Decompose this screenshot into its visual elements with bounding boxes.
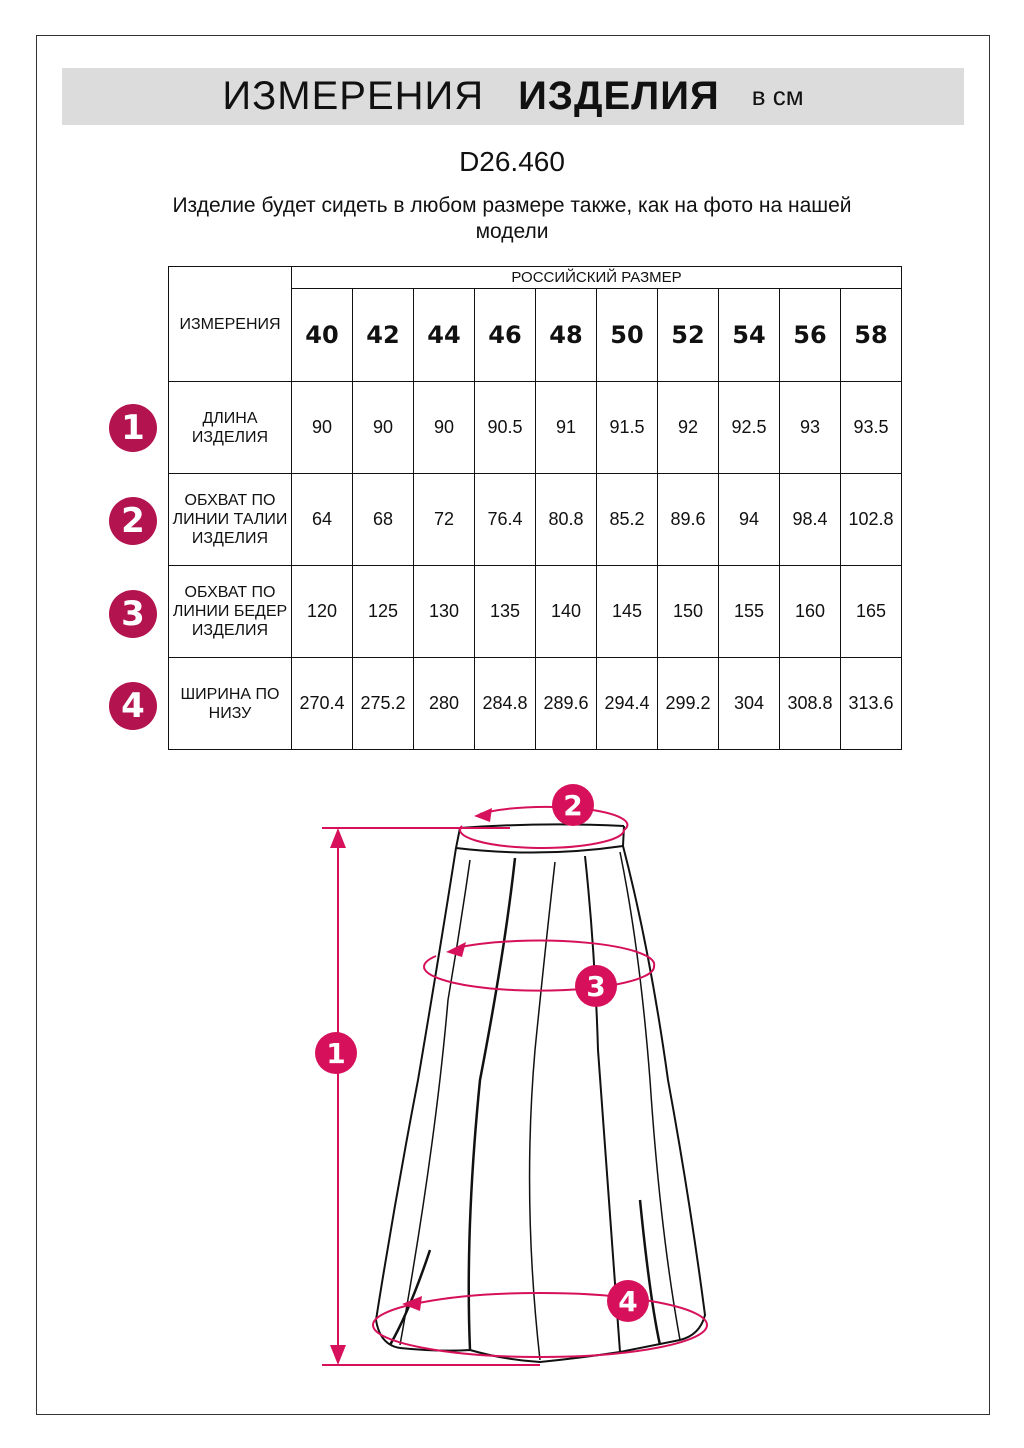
table-cell: 91 — [535, 381, 597, 474]
table-cell: 304 — [718, 657, 780, 750]
size-header: 50 — [596, 288, 658, 382]
svg-text:3: 3 — [586, 970, 605, 1003]
table-cell: 98.4 — [779, 473, 841, 566]
table-cell: 155 — [718, 565, 780, 658]
table-cell: 102.8 — [840, 473, 902, 566]
svg-text:1: 1 — [326, 1037, 345, 1070]
size-header: 46 — [474, 288, 536, 382]
table-cell: 89.6 — [657, 473, 719, 566]
table-row: ОБХВАТ ПО ЛИНИИ ТАЛИИ ИЗДЕЛИЯ 64 68 72 76.4 8… — [168, 473, 902, 566]
svg-text:4: 4 — [618, 1285, 637, 1318]
table-row: ДЛИНА ИЗДЕЛИЯ 90 90 90 90.5 91 91.5 92 92.5 93 93.… — [168, 381, 902, 474]
table-cell: 90 — [352, 381, 414, 474]
table-cell: 289.6 — [535, 657, 597, 750]
marker-2: 2 — [552, 784, 594, 826]
table-row: ОБХВАТ ПО ЛИНИИ БЕДЕР ИЗДЕЛИЯ 120 125 130 13… — [168, 565, 902, 658]
table-cell: 92.5 — [718, 381, 780, 474]
title-regular: ИЗМЕРЕНИЯ — [222, 74, 485, 118]
marker-3: 3 — [575, 965, 617, 1007]
table-cell: 125 — [352, 565, 414, 658]
table-cell: 90.5 — [474, 381, 536, 474]
table-cell: 93 — [779, 381, 841, 474]
table-cell: 280 — [413, 657, 475, 750]
table-cell: 120 — [291, 565, 353, 658]
row-badge: 3 — [109, 590, 157, 638]
page-frame — [36, 35, 990, 1415]
size-header: 44 — [413, 288, 475, 382]
table-cell: 130 — [413, 565, 475, 658]
article-code: D26.460 — [459, 146, 565, 177]
size-header: 52 — [657, 288, 719, 382]
size-header: 56 — [779, 288, 841, 382]
title-unit: в см — [751, 81, 804, 111]
row-badge: 2 — [109, 497, 157, 545]
measure-lines — [322, 805, 708, 1366]
size-header: 42 — [352, 288, 414, 382]
table-cell: 308.8 — [779, 657, 841, 750]
svg-text:2: 2 — [563, 789, 582, 822]
skirt-outline — [374, 823, 707, 1364]
table-cell: 294.4 — [596, 657, 658, 750]
table-cell: 299.2 — [657, 657, 719, 750]
row-badge: 1 — [109, 404, 157, 452]
table-cell: 160 — [779, 565, 841, 658]
marker-1: 1 — [315, 1032, 357, 1074]
table-cell: 150 — [657, 565, 719, 658]
corner-header: ИЗМЕРЕНИЯ — [168, 266, 292, 382]
table-cell: 64 — [291, 473, 353, 566]
table-cell: 93.5 — [840, 381, 902, 474]
row-badge: 4 — [109, 682, 157, 730]
table-cell: 284.8 — [474, 657, 536, 750]
size-header: 54 — [718, 288, 780, 382]
marker-4: 4 — [607, 1280, 649, 1322]
row-label: ОБХВАТ ПО ЛИНИИ ТАЛИИ ИЗДЕЛИЯ — [168, 473, 292, 566]
table-cell: 275.2 — [352, 657, 414, 750]
table-cell: 90 — [413, 381, 475, 474]
size-table: ИЗМЕРЕНИЯ РОССИЙСКИЙ РАЗМЕР 40 42 44 46 48 50… — [168, 266, 902, 750]
table-cell: 140 — [535, 565, 597, 658]
subtitle: Изделие будет сидеть в любом размере так… — [172, 194, 852, 243]
size-header: 58 — [840, 288, 902, 382]
table-cell: 85.2 — [596, 473, 658, 566]
table-row: ШИРИНА ПО НИЗУ 270.4 275.2 280 284.8 289.6 294… — [168, 657, 902, 750]
title-band: ИЗМЕРЕНИЯ ИЗДЕЛИЯ в см — [62, 68, 964, 125]
row-label: ОБХВАТ ПО ЛИНИИ БЕДЕР ИЗДЕЛИЯ — [168, 565, 292, 658]
title-bold: ИЗДЕЛИЯ — [518, 74, 720, 118]
table-cell: 72 — [413, 473, 475, 566]
table-cell: 313.6 — [840, 657, 902, 750]
size-header: 40 — [291, 288, 353, 382]
